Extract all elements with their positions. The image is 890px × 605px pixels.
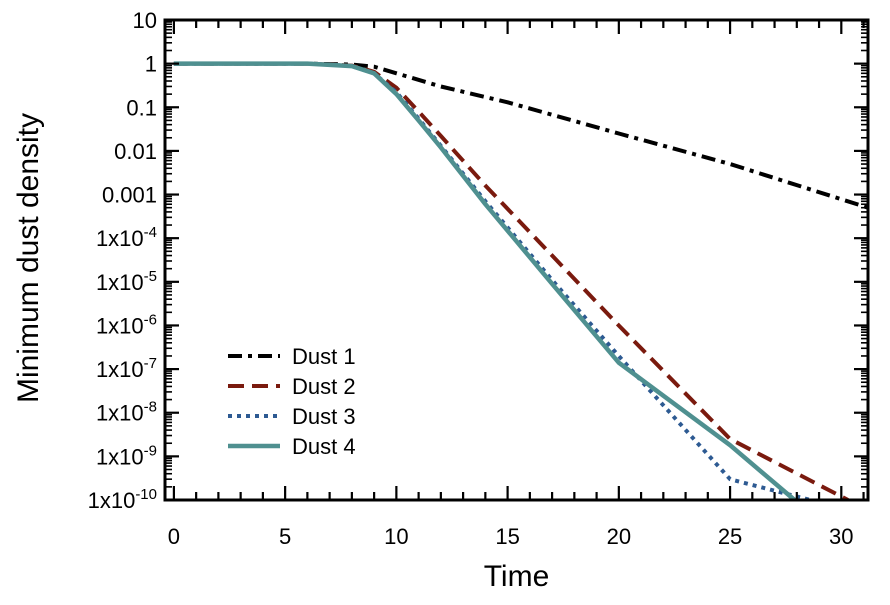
x-tick-label: 15: [495, 524, 519, 549]
x-tick-label: 10: [384, 524, 408, 549]
x-tick-labels: 0 5 10 15 20 25 30: [168, 524, 854, 549]
legend: Dust 1 Dust 2 Dust 3 Dust 4: [228, 344, 356, 459]
y-tick-label: 1x10-6: [96, 311, 157, 338]
series-line-dust-2: [173, 61, 849, 500]
y-axis-title: Minimum dust density: [12, 113, 45, 403]
series-line-dust-4: [173, 61, 797, 500]
y-tick-label: 1x10-4: [96, 224, 157, 251]
x-tick-label: 25: [718, 524, 742, 549]
y-tick-exponent: -5: [144, 268, 157, 285]
x-axis-title: Time: [484, 560, 550, 593]
y-tick-label: 0.001: [102, 183, 157, 208]
y-tick-mantissa: 1x10: [96, 444, 144, 469]
y-tick-label: 0.01: [114, 139, 157, 164]
y-tick-label: 0.1: [126, 95, 157, 120]
x-tick-label: 0: [168, 524, 180, 549]
y-tick-exponent: -7: [144, 355, 157, 372]
y-tick-exponent: -10: [135, 486, 157, 503]
legend-label-dust-1: Dust 1: [292, 344, 356, 369]
y-tick-label: 1x10-7: [96, 355, 157, 382]
y-tick-label: 1x10-5: [96, 268, 157, 295]
y-tick-exponent: -4: [144, 224, 157, 241]
y-tick-label: 1x10-8: [96, 399, 157, 426]
legend-label-dust-3: Dust 3: [292, 404, 356, 429]
y-tick-mantissa: 1x10: [96, 270, 144, 295]
y-tick-label: 1x10-9: [96, 442, 157, 469]
y-tick-mantissa: 1x10: [96, 313, 144, 338]
series-line-dust-1: [173, 61, 868, 210]
y-tick-label: 1x10-10: [88, 486, 157, 513]
plot-frame: [163, 18, 870, 502]
y-tick-mantissa: 1x10: [96, 226, 144, 251]
series-layer: [173, 61, 868, 500]
ticks-layer: [165, 18, 868, 502]
legend-label-dust-2: Dust 2: [292, 374, 356, 399]
x-tick-label: 30: [829, 524, 853, 549]
y-tick-mantissa: 1x10: [96, 357, 144, 382]
y-tick-label: 1: [145, 52, 157, 77]
y-tick-mantissa: 1x10: [96, 401, 144, 426]
y-tick-mantissa: 1x10: [88, 488, 136, 513]
legend-label-dust-4: Dust 4: [292, 434, 356, 459]
y-tick-exponent: -8: [144, 399, 157, 416]
y-tick-exponent: -6: [144, 311, 157, 328]
x-tick-label: 20: [607, 524, 631, 549]
y-tick-label: 10: [133, 8, 157, 33]
x-tick-label: 5: [279, 524, 291, 549]
y-tick-exponent: -9: [144, 442, 157, 459]
y-tick-labels: 1010.10.010.0011x10-41x10-51x10-61x10-71…: [88, 8, 157, 513]
